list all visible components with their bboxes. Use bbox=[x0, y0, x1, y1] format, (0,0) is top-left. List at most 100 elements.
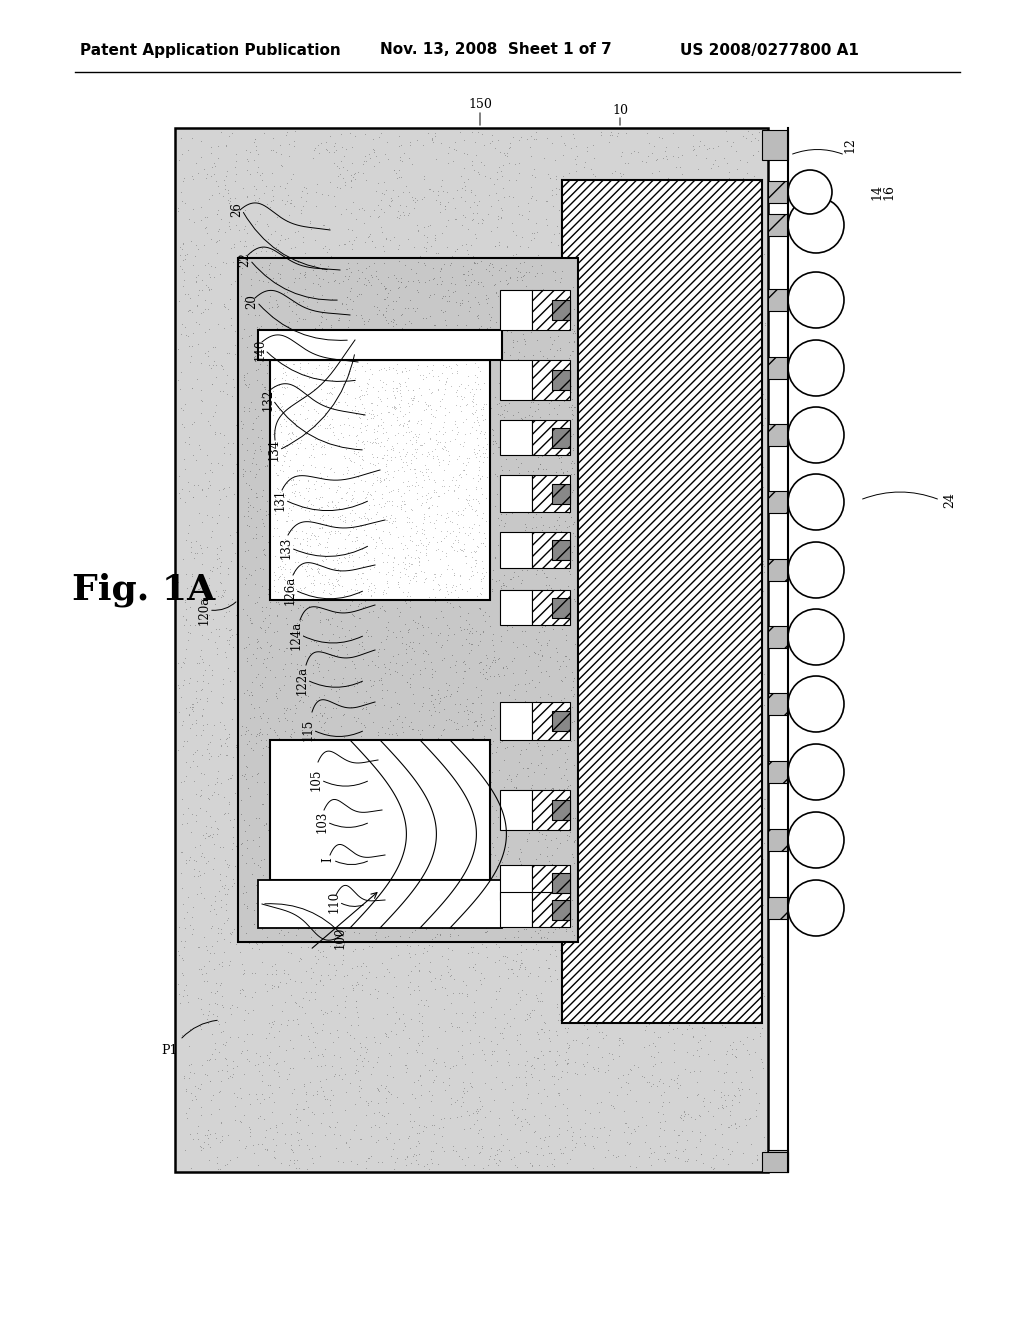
Point bbox=[477, 748, 494, 770]
Point bbox=[296, 391, 312, 412]
Point bbox=[300, 990, 316, 1011]
Point bbox=[289, 763, 305, 784]
Point bbox=[556, 653, 572, 675]
Point bbox=[379, 626, 395, 647]
Point bbox=[382, 652, 398, 673]
Point bbox=[283, 391, 299, 412]
Point bbox=[205, 337, 221, 358]
Point bbox=[430, 181, 446, 202]
Point bbox=[247, 591, 263, 612]
Point bbox=[267, 1117, 284, 1138]
Point bbox=[544, 401, 560, 422]
Point bbox=[325, 623, 341, 644]
Point bbox=[180, 284, 197, 305]
Point bbox=[640, 879, 656, 900]
Point bbox=[457, 705, 473, 726]
Point bbox=[311, 360, 328, 381]
Point bbox=[283, 643, 299, 664]
Point bbox=[282, 376, 298, 397]
Point bbox=[387, 388, 403, 409]
Point bbox=[630, 919, 646, 940]
Point bbox=[306, 416, 323, 437]
Point bbox=[557, 920, 573, 941]
Point bbox=[546, 329, 562, 350]
Point bbox=[241, 150, 257, 172]
Point bbox=[516, 855, 532, 876]
Point bbox=[596, 965, 612, 986]
Point bbox=[480, 549, 497, 570]
Point bbox=[734, 525, 751, 546]
Point bbox=[308, 368, 325, 389]
Point bbox=[464, 546, 480, 568]
Point bbox=[337, 510, 353, 531]
Point bbox=[415, 693, 431, 714]
Point bbox=[551, 1085, 567, 1106]
Point bbox=[353, 668, 370, 689]
Point bbox=[312, 694, 329, 715]
Point bbox=[326, 515, 342, 536]
Point bbox=[568, 496, 585, 517]
Point bbox=[294, 585, 310, 606]
Point bbox=[536, 690, 552, 711]
Point bbox=[579, 140, 595, 161]
Point bbox=[461, 768, 477, 789]
Point bbox=[312, 517, 329, 539]
Point bbox=[281, 292, 297, 313]
Point bbox=[507, 154, 523, 176]
Point bbox=[341, 546, 357, 568]
Point bbox=[353, 355, 370, 376]
Point bbox=[485, 869, 502, 890]
Point bbox=[340, 541, 356, 562]
Point bbox=[447, 395, 464, 416]
Point bbox=[238, 540, 254, 561]
Point bbox=[479, 252, 496, 273]
Point bbox=[236, 370, 252, 391]
Point bbox=[353, 887, 370, 908]
Point bbox=[507, 362, 523, 383]
Point bbox=[411, 587, 427, 609]
Point bbox=[437, 255, 454, 276]
Point bbox=[386, 883, 402, 904]
Point bbox=[443, 965, 460, 986]
Point bbox=[518, 516, 535, 537]
Point bbox=[495, 931, 511, 952]
Point bbox=[724, 1140, 740, 1162]
Point bbox=[222, 238, 239, 259]
Point bbox=[468, 541, 484, 562]
Point bbox=[400, 507, 417, 528]
Point bbox=[372, 363, 388, 384]
Point bbox=[422, 512, 438, 533]
Point bbox=[196, 714, 212, 735]
Point bbox=[431, 693, 447, 714]
Point bbox=[706, 615, 722, 636]
Point bbox=[702, 875, 719, 896]
Point bbox=[503, 495, 519, 516]
Point bbox=[467, 437, 483, 458]
Point bbox=[580, 471, 596, 492]
Point bbox=[514, 921, 530, 942]
Point bbox=[317, 747, 334, 768]
Point bbox=[696, 350, 713, 371]
Point bbox=[283, 726, 299, 747]
Point bbox=[522, 396, 539, 417]
Point bbox=[565, 438, 582, 459]
Point bbox=[366, 713, 382, 734]
Point bbox=[465, 702, 481, 723]
Point bbox=[325, 841, 341, 862]
Point bbox=[260, 531, 276, 552]
Point bbox=[393, 519, 410, 540]
Point bbox=[462, 347, 478, 368]
Point bbox=[304, 706, 321, 727]
Point bbox=[180, 1055, 197, 1076]
Point bbox=[287, 626, 303, 647]
Point bbox=[686, 531, 702, 552]
Point bbox=[276, 708, 293, 729]
Point bbox=[302, 643, 318, 664]
Point bbox=[234, 458, 251, 479]
Point bbox=[535, 744, 551, 766]
Point bbox=[597, 178, 613, 199]
Point bbox=[185, 919, 202, 940]
Point bbox=[244, 685, 260, 706]
Point bbox=[207, 891, 223, 912]
Point bbox=[379, 521, 395, 543]
